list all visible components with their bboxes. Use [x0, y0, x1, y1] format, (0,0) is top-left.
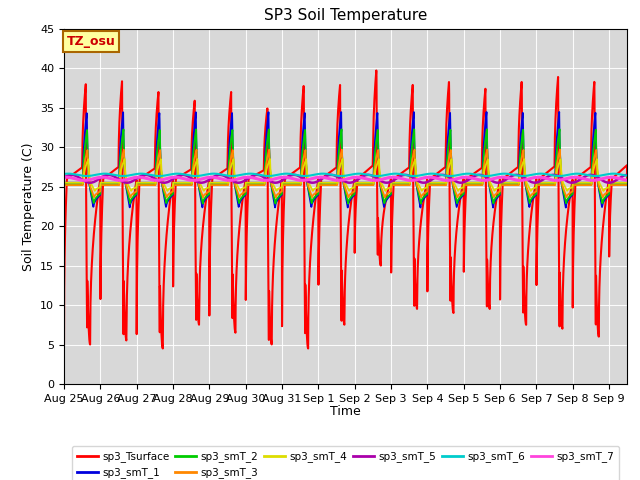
sp3_smT_6	[60, 171, 68, 177]
Legend: sp3_Tsurface, sp3_smT_1, sp3_smT_2, sp3_smT_3, sp3_smT_4, sp3_smT_5, sp3_smT_6, : sp3_Tsurface, sp3_smT_1, sp3_smT_2, sp3_…	[72, 446, 620, 480]
sp3_smT_7	[552, 178, 559, 183]
sp3_smT_3	[301, 151, 308, 156]
sp3_smT_3	[276, 190, 284, 195]
sp3_smT_7	[623, 178, 631, 183]
Title: SP3 Soil Temperature: SP3 Soil Temperature	[264, 9, 428, 24]
sp3_smT_4	[158, 169, 166, 175]
sp3_Tsurface	[372, 68, 380, 73]
sp3_smT_4	[339, 156, 346, 162]
sp3_Tsurface	[124, 258, 132, 264]
sp3_smT_5	[623, 172, 631, 178]
sp3_smT_6	[612, 171, 620, 177]
sp3_smT_6	[119, 173, 127, 179]
sp3_smT_3	[552, 172, 559, 178]
sp3_smT_7	[444, 178, 451, 183]
X-axis label: Time: Time	[330, 405, 361, 418]
sp3_Tsurface	[623, 176, 631, 181]
sp3_smT_6	[552, 173, 559, 179]
sp3_smT_2	[301, 132, 308, 138]
sp3_smT_2	[60, 181, 68, 187]
sp3_smT_7	[99, 174, 106, 180]
sp3_smT_6	[158, 173, 166, 179]
sp3_smT_7	[60, 174, 68, 180]
sp3_smT_1	[552, 164, 559, 169]
Line: sp3_Tsurface: sp3_Tsurface	[64, 71, 627, 348]
sp3_smT_7	[301, 177, 308, 183]
sp3_smT_2	[612, 181, 620, 187]
sp3_smT_6	[610, 171, 618, 177]
sp3_smT_4	[276, 185, 284, 191]
sp3_smT_6	[276, 171, 284, 177]
sp3_smT_5	[612, 177, 620, 183]
Text: TZ_osu: TZ_osu	[67, 35, 116, 48]
sp3_smT_4	[612, 180, 620, 186]
sp3_Tsurface	[301, 231, 308, 237]
sp3_smT_5	[124, 180, 132, 186]
sp3_smT_1	[124, 196, 132, 202]
sp3_smT_1	[623, 180, 631, 186]
Line: sp3_smT_6: sp3_smT_6	[64, 174, 627, 176]
sp3_smT_1	[158, 179, 166, 184]
sp3_Tsurface	[552, 108, 559, 113]
sp3_smT_4	[600, 188, 607, 194]
sp3_smT_3	[60, 182, 68, 188]
sp3_smT_6	[623, 173, 631, 179]
sp3_smT_1	[60, 180, 68, 186]
sp3_smT_2	[623, 181, 631, 187]
sp3_smT_3	[158, 175, 166, 180]
sp3_smT_7	[125, 176, 132, 182]
sp3_smT_1	[556, 109, 563, 115]
Y-axis label: Soil Temperature (C): Soil Temperature (C)	[22, 142, 35, 271]
sp3_Tsurface	[276, 190, 284, 196]
sp3_smT_5	[552, 172, 559, 178]
sp3_smT_5	[60, 175, 68, 180]
sp3_smT_3	[272, 194, 280, 200]
sp3_smT_1	[562, 204, 570, 210]
Line: sp3_smT_7: sp3_smT_7	[64, 177, 627, 180]
Line: sp3_smT_1: sp3_smT_1	[64, 112, 627, 207]
sp3_smT_2	[158, 175, 166, 181]
Line: sp3_smT_2: sp3_smT_2	[64, 129, 627, 204]
sp3_smT_3	[623, 182, 631, 188]
sp3_smT_5	[301, 177, 308, 182]
sp3_smT_4	[124, 182, 132, 188]
Line: sp3_smT_5: sp3_smT_5	[64, 175, 627, 183]
sp3_smT_4	[301, 161, 308, 167]
sp3_smT_7	[612, 175, 620, 180]
sp3_smT_2	[556, 126, 563, 132]
sp3_smT_5	[276, 179, 284, 184]
sp3_Tsurface	[612, 172, 620, 178]
sp3_smT_6	[125, 173, 132, 179]
sp3_smT_3	[612, 182, 620, 188]
sp3_smT_1	[301, 114, 308, 120]
sp3_smT_5	[587, 172, 595, 178]
sp3_smT_5	[457, 180, 465, 186]
sp3_smT_2	[417, 201, 425, 206]
sp3_smT_1	[276, 194, 284, 200]
sp3_smT_4	[552, 178, 559, 184]
sp3_smT_4	[623, 180, 631, 186]
sp3_smT_4	[60, 180, 68, 186]
sp3_Tsurface	[158, 335, 166, 341]
Line: sp3_smT_3: sp3_smT_3	[64, 150, 627, 197]
sp3_Tsurface	[304, 346, 312, 351]
sp3_Tsurface	[60, 342, 68, 348]
sp3_smT_6	[301, 173, 308, 179]
sp3_smT_3	[556, 147, 564, 153]
sp3_smT_7	[158, 177, 166, 183]
sp3_smT_3	[124, 188, 132, 194]
sp3_smT_7	[276, 175, 284, 180]
sp3_smT_2	[124, 192, 132, 198]
Line: sp3_smT_4: sp3_smT_4	[64, 159, 627, 191]
sp3_smT_5	[158, 180, 166, 185]
sp3_smT_1	[612, 180, 620, 186]
sp3_smT_2	[552, 165, 559, 170]
sp3_smT_2	[276, 192, 284, 198]
